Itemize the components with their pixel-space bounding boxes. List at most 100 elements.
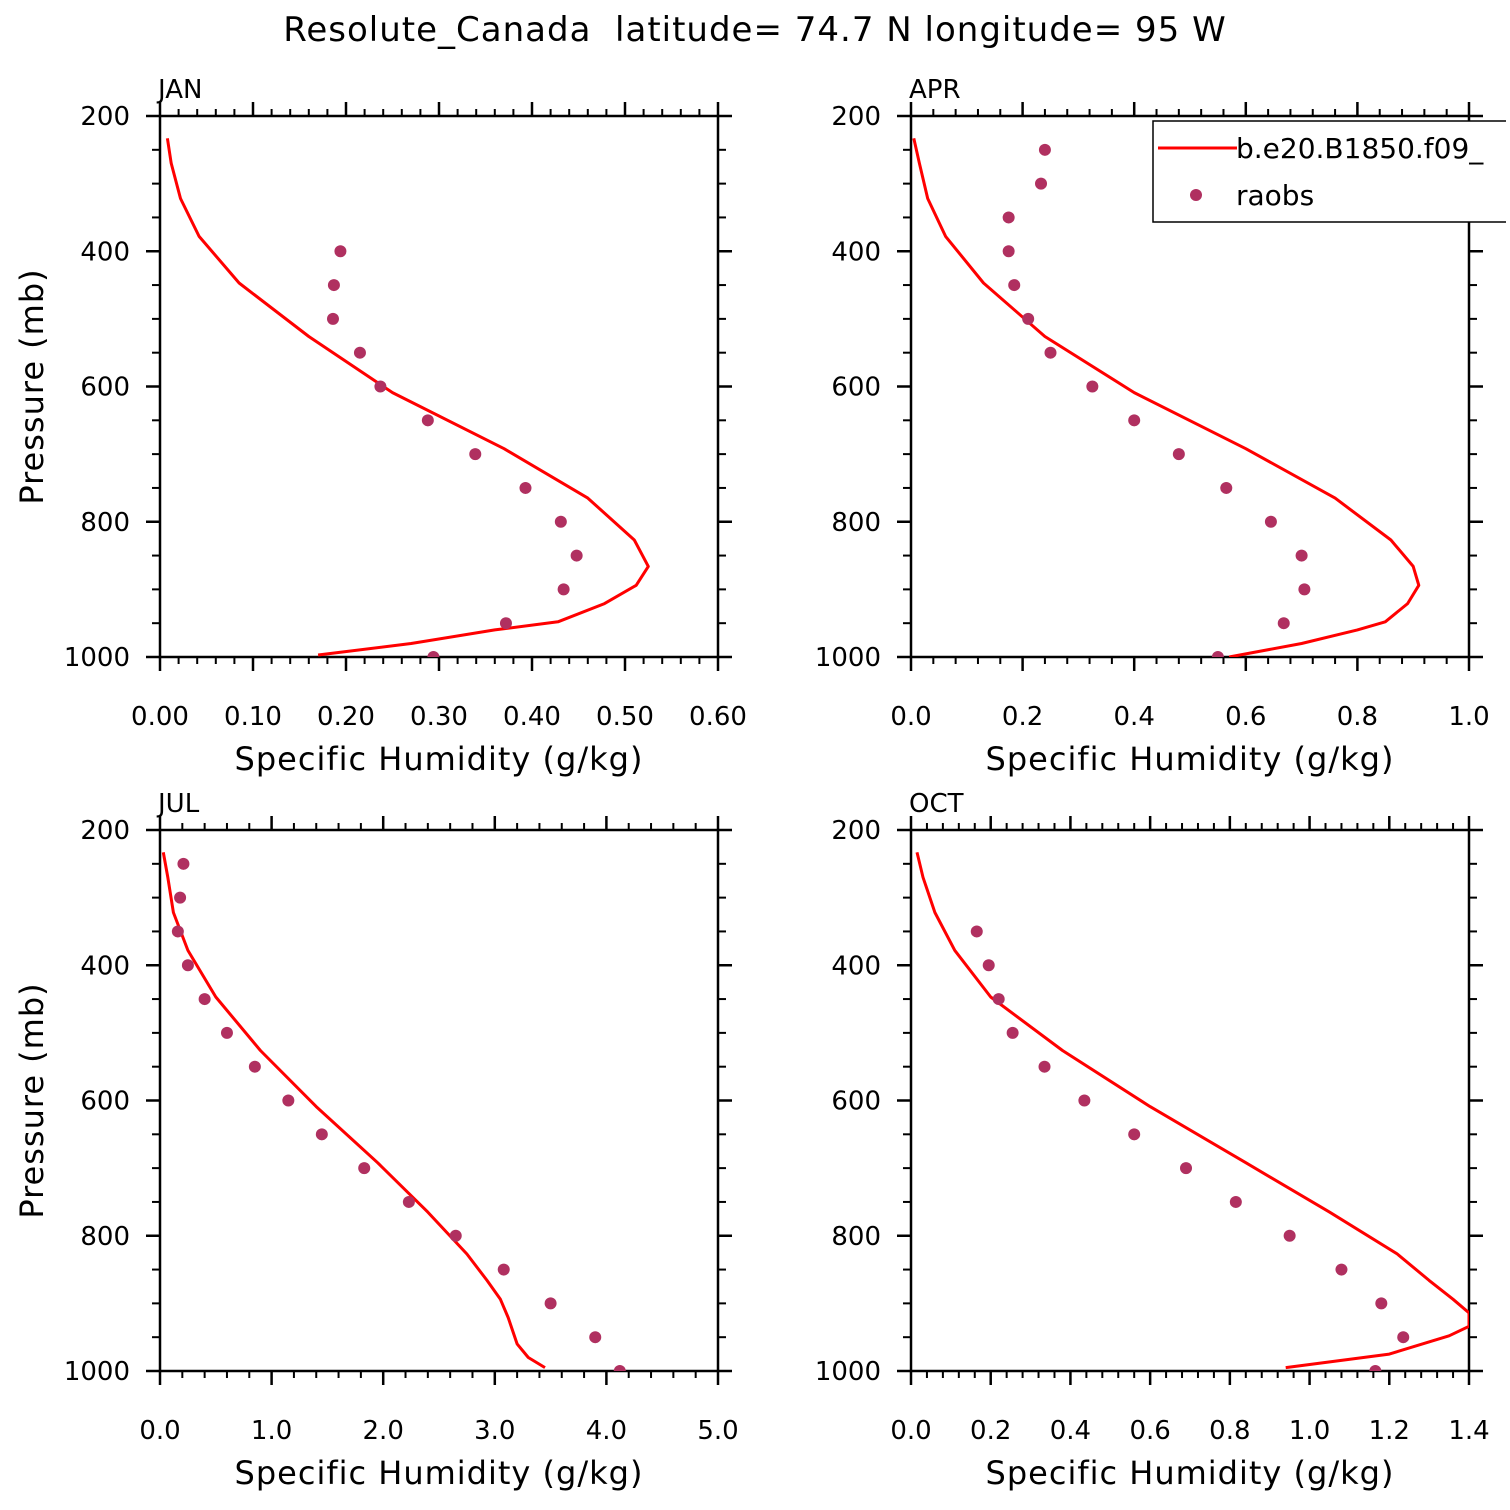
raobs-point [1264,515,1277,528]
raobs-point [554,515,567,528]
y-tick-label: 600 [80,1087,130,1117]
legend-obs-label: raobs [1236,179,1314,212]
x-axis-label: Specific Humidity (g/kg) [986,1454,1395,1492]
y-tick-label: 200 [831,816,881,846]
x-tick-label: 0.4 [1050,1416,1091,1446]
x-tick-label: 0.20 [317,702,375,732]
x-tick-label: 0.0 [890,702,931,732]
y-tick-label: 800 [80,1222,130,1252]
raobs-point [519,481,532,494]
raobs-point [1002,245,1015,258]
legend-box [1152,120,1506,223]
plot-data [915,851,1469,1371]
model-profile-line [165,138,650,657]
raobs-point [402,1195,415,1208]
raobs-point [1375,1297,1388,1310]
y-tick-label: 200 [80,816,130,846]
plot-data [912,137,1421,657]
raobs-point [1298,583,1311,596]
panel-title-jul: JUL [156,789,200,819]
raobs-point [570,549,583,562]
raobs-point [353,346,366,359]
x-axis-label: Specific Humidity (g/kg) [986,740,1395,778]
model-profile-line [912,137,1421,657]
raobs-point [1128,1128,1141,1141]
raobs-point [421,414,434,427]
plot-frame [158,828,720,1373]
plot-frame [158,114,720,659]
raobs-point [1295,549,1308,562]
raobs-point [374,380,387,393]
raobs-point [1002,211,1015,224]
raobs-point [992,993,1005,1006]
x-tick-label: 2.0 [363,1416,404,1446]
raobs-point [327,279,340,292]
raobs-point [544,1297,557,1310]
raobs-point [1086,380,1099,393]
raobs-point [1172,448,1185,461]
model-profile-line [161,852,546,1369]
y-tick-label: 600 [831,1087,881,1117]
raobs-point [220,1026,233,1039]
raobs-point [1335,1263,1348,1276]
raobs-point [181,959,194,972]
x-tick-label: 4.0 [586,1416,627,1446]
x-tick-label: 1.0 [1448,702,1489,732]
legend: b.e20.B1850.f09_raobs [1152,120,1506,223]
y-tick-label: 400 [831,237,881,267]
raobs-point [1022,312,1035,325]
raobs-point [427,651,440,657]
raobs-point [449,1229,462,1242]
raobs-point [1006,1026,1019,1039]
x-tick-label: 1.2 [1369,1416,1410,1446]
x-tick-label: 1.0 [251,1416,292,1446]
x-tick-label: 0.30 [410,702,468,732]
raobs-point [171,925,184,938]
raobs-point [557,583,570,596]
x-tick-label: 0.10 [224,702,282,732]
x-tick-label: 0.40 [503,702,561,732]
panel-apr: 200 400 600 800 1000 0.0 0.2 0.4 0.6 0.8 1.0 APR Spe… [815,75,1490,778]
plot-data [165,138,650,657]
x-tick-label: 0.50 [596,702,654,732]
raobs-point [982,959,995,972]
raobs-point [1369,1365,1382,1371]
y-tick-label: 800 [80,508,130,538]
raobs-point [497,1263,510,1276]
y-tick-label: 400 [80,951,130,981]
raobs-point [1044,346,1057,359]
panel-title-apr: APR [909,75,961,105]
y-tick-label: 600 [831,373,881,403]
raobs-point [358,1162,371,1175]
y-tick-label: 200 [831,102,881,132]
raobs-point [1008,279,1021,292]
x-tick-label: 0.0 [139,1416,180,1446]
x-tick-label: 0.8 [1337,702,1378,732]
raobs-point [1078,1094,1091,1107]
raobs-point [1229,1195,1242,1208]
x-tick-label: 0.2 [970,1416,1011,1446]
raobs-point [1277,617,1290,630]
raobs-point [334,245,347,258]
raobs-point [248,1060,261,1073]
y-axis-label: Pressure (mb) [13,268,51,504]
raobs-point [198,993,211,1006]
y-tick-label: 400 [831,951,881,981]
raobs-point [177,857,190,870]
legend-obs-swatch [1190,189,1202,201]
x-tick-label: 3.0 [474,1416,515,1446]
raobs-point [1038,1060,1051,1073]
y-tick-label: 400 [80,237,130,267]
raobs-point [1180,1162,1193,1175]
x-tick-label: 0.00 [131,702,189,732]
figure-title: Resolute_Canada latitude= 74.7 N longitu… [283,10,1227,50]
raobs-point [499,617,512,630]
model-profile-line [915,851,1469,1370]
x-tick-label: 0.6 [1129,1416,1170,1446]
raobs-point [1128,414,1141,427]
y-tick-label: 600 [80,373,130,403]
raobs-point [1397,1331,1410,1344]
y-tick-label: 800 [831,1222,881,1252]
